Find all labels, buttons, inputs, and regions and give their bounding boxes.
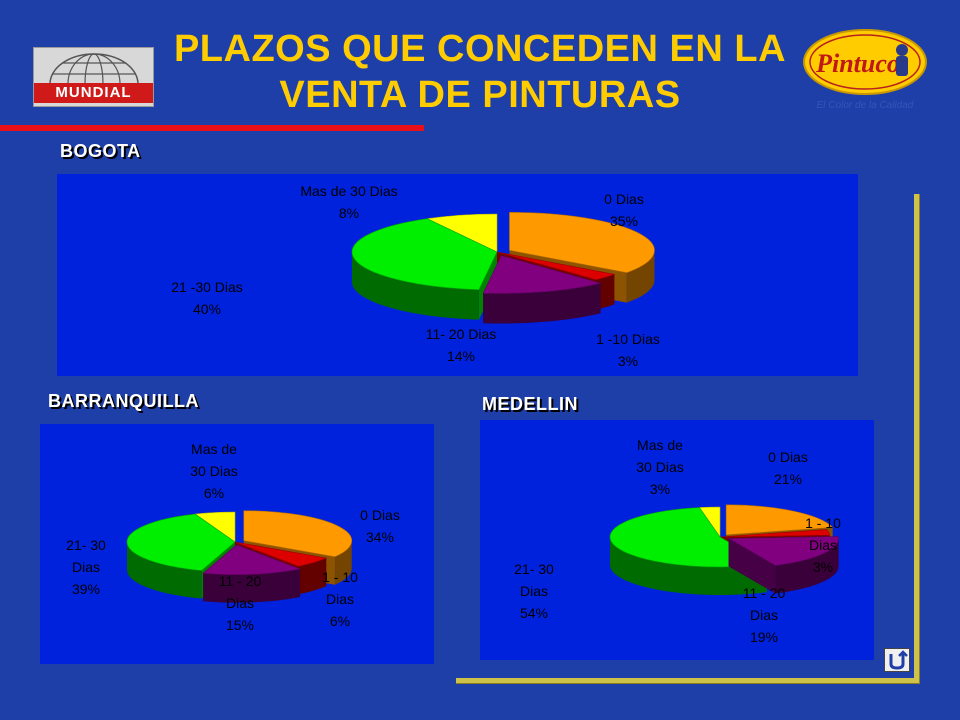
frame-line-horizontal — [456, 678, 919, 684]
pie-slice-21-30-dias — [351, 218, 498, 320]
slice-label-line: Mas de — [191, 441, 237, 457]
u-turn-icon — [889, 650, 908, 670]
slice-label-line: 3% — [618, 353, 638, 369]
city-label-medellin: MEDELLIN — [482, 394, 578, 414]
slice-label-line: 0 Dias — [604, 191, 644, 207]
slice-label-0: 0 Dias 35% — [604, 191, 644, 229]
chart-panel-medellin: 0 Dias 21% 1 - 10 Dias 3% 11 - 20 Dias 19% 21- 3… — [480, 420, 874, 660]
mundial-logo-text: MUNDIAL — [34, 83, 153, 103]
slice-label-4: Mas de 30 Dias 6% — [190, 441, 237, 501]
chart-panel-barranquilla: 0 Dias 34% 1 - 10 Dias 6% 11 - 20 Dias 15% 21- 3… — [40, 424, 434, 664]
slice-label-1: 1 -10 Dias 3% — [596, 331, 660, 369]
frame-line-vertical — [914, 194, 920, 684]
slice-label-3: 21- 30 Dias 39% — [66, 537, 106, 597]
return-button[interactable] — [884, 648, 910, 672]
slice-label-0: 0 Dias 34% — [360, 507, 400, 545]
slice-label-line: 40% — [193, 301, 221, 317]
slice-label-2: 11 - 20 Dias 15% — [219, 573, 262, 633]
city-label-barranquilla: BARRANQUILLA — [48, 391, 199, 411]
pie-slice-11-20-dias — [482, 255, 602, 324]
slice-label-line: Dias — [520, 583, 548, 599]
slice-label-line: Dias — [750, 607, 778, 623]
slice-label-line: 11 - 20 — [219, 573, 262, 589]
pintuco-logo: Pintuco — [802, 28, 928, 96]
slice-label-line: 0 Dias — [768, 449, 808, 465]
slice-label-line: 21- 30 — [514, 561, 554, 577]
city-label-bogota: BOGOTA — [60, 141, 141, 161]
slice-label-line: 15% — [226, 617, 254, 633]
slice-label-line: 3% — [650, 481, 670, 497]
slice-label-line: 1 - 10 — [322, 569, 358, 585]
slice-label-line: 1 - 10 — [805, 515, 841, 531]
pie-slice-11-20-dias — [727, 536, 839, 594]
slice-label-line: 19% — [750, 629, 778, 645]
slice-label-line: Mas de 30 Dias — [300, 183, 397, 199]
slice-label-1: 1 - 10 Dias 6% — [322, 569, 358, 629]
red-divider — [0, 125, 424, 131]
pintuco-tagline: El Color de la Calidad — [816, 100, 914, 111]
slice-label-0: 0 Dias 21% — [768, 449, 808, 487]
chart-panel-bogota: 0 Dias 35% 1 -10 Dias 3% 11- 20 Dias 14% 21 -3… — [57, 174, 858, 376]
slice-label-line: Dias — [326, 591, 354, 607]
slice-label-line: 8% — [339, 205, 359, 221]
slice-label-line: 11 - 20 — [743, 585, 786, 601]
pintuco-logo-text: Pintuco — [815, 49, 900, 78]
slice-label-line: 34% — [366, 529, 394, 545]
slice-label-1: 1 - 10 Dias 3% — [805, 515, 841, 575]
pie-chart-bogota: 0 Dias 35% 1 -10 Dias 3% 11- 20 Dias 14% 21 -3… — [171, 183, 660, 369]
pie-chart-barranquilla: 0 Dias 34% 1 - 10 Dias 6% 11 - 20 Dias 15% 21- 3… — [66, 441, 400, 633]
slice-label-line: Mas de — [637, 437, 683, 453]
slice-label-line: 14% — [447, 348, 475, 364]
slice-label-3: 21 -30 Dias 40% — [171, 279, 243, 317]
slice-label-line: 54% — [520, 605, 548, 621]
pie-slice-11-20-dias — [202, 544, 302, 603]
slice-label-3: 21- 30 Dias 54% — [514, 561, 554, 621]
slide-title-line-1: PLAZOS QUE CONCEDEN EN LA — [173, 28, 787, 70]
pie-chart-medellin: 0 Dias 21% 1 - 10 Dias 3% 11 - 20 Dias 19% 21- 3… — [514, 437, 841, 645]
slice-label-line: 21% — [774, 471, 802, 487]
slice-label-line: 30 Dias — [636, 459, 683, 475]
slice-label-line: 11- 20 Dias — [426, 326, 497, 342]
slice-label-line: 1 -10 Dias — [596, 331, 660, 347]
mundial-logo: MUNDIAL — [33, 47, 154, 115]
slice-label-line: 21- 30 — [66, 537, 106, 553]
slice-label-line: 3% — [813, 559, 833, 575]
slice-label-4: Mas de 30 Dias 3% — [636, 437, 683, 497]
slice-label-line: Dias — [809, 537, 837, 553]
slice-label-line: 30 Dias — [190, 463, 237, 479]
slice-label-line: Dias — [72, 559, 100, 575]
slice-label-line: 35% — [610, 213, 638, 229]
slice-label-line: 39% — [72, 581, 100, 597]
slice-label-line: Dias — [226, 595, 254, 611]
slice-label-line: 21 -30 Dias — [171, 279, 243, 295]
slice-label-line: 0 Dias — [360, 507, 400, 523]
slice-label-4: Mas de 30 Dias 8% — [300, 183, 397, 221]
slice-label-line: 6% — [330, 613, 350, 629]
slide-title-line-2: VENTA DE PINTURAS — [279, 74, 681, 116]
slide-title: PLAZOS QUE CONCEDEN EN LA VENTA DE PINTU… — [170, 26, 790, 118]
slice-label-2: 11 - 20 Dias 19% — [743, 585, 786, 645]
globe-icon — [49, 53, 139, 115]
slice-label-line: 6% — [204, 485, 224, 501]
slice-label-2: 11- 20 Dias 14% — [426, 326, 497, 364]
